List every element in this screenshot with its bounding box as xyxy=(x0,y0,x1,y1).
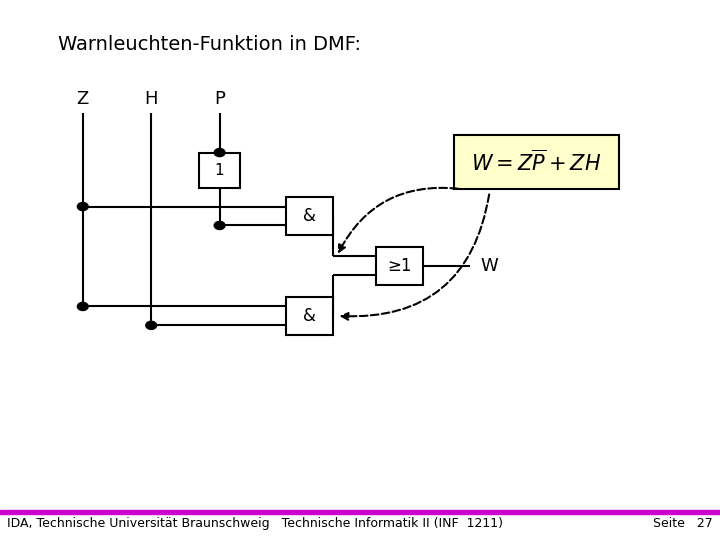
Text: ≥1: ≥1 xyxy=(387,256,412,275)
Circle shape xyxy=(215,221,225,229)
Text: $W = Z\overline{P} + ZH$: $W = Z\overline{P} + ZH$ xyxy=(472,149,601,175)
Bar xyxy=(0,510,720,514)
FancyBboxPatch shape xyxy=(454,135,619,189)
Text: Z: Z xyxy=(76,90,89,108)
Text: IDA, Technische Universität Braunschweig   Technische Informatik II (INF  1211): IDA, Technische Universität Braunschweig… xyxy=(7,517,503,530)
Text: W: W xyxy=(481,256,498,275)
Circle shape xyxy=(78,202,89,211)
Text: Warnleuchten-Funktion in DMF:: Warnleuchten-Funktion in DMF: xyxy=(58,35,361,54)
Circle shape xyxy=(78,302,89,310)
Text: Seite   27: Seite 27 xyxy=(653,517,713,530)
FancyBboxPatch shape xyxy=(199,152,240,187)
FancyBboxPatch shape xyxy=(287,197,333,235)
Text: &: & xyxy=(303,307,316,325)
Circle shape xyxy=(215,148,225,157)
Circle shape xyxy=(145,321,157,329)
Text: H: H xyxy=(145,90,158,108)
FancyBboxPatch shape xyxy=(287,297,333,335)
FancyBboxPatch shape xyxy=(377,247,423,285)
Text: &: & xyxy=(303,207,316,225)
Text: 1: 1 xyxy=(215,163,225,178)
Text: P: P xyxy=(214,90,225,108)
